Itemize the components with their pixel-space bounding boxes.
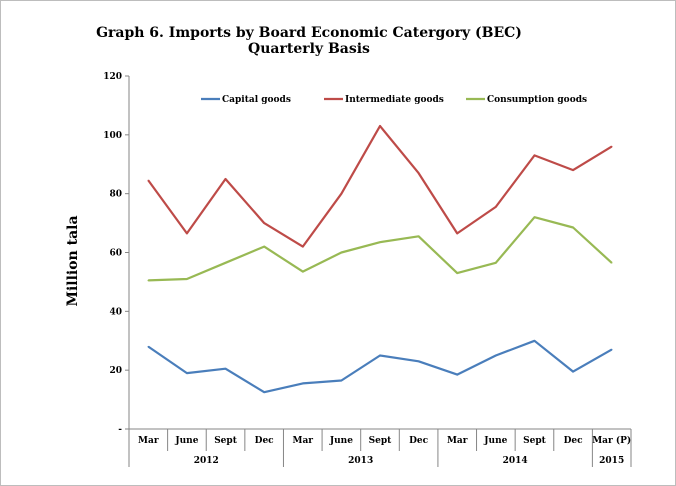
data-point [263, 222, 265, 224]
data-point [263, 245, 265, 248]
x-tick-label: Mar [138, 436, 159, 446]
y-tick-label: - [118, 425, 122, 435]
data-point [340, 192, 343, 195]
data-point [147, 345, 150, 348]
data-point [572, 370, 574, 373]
data-point [456, 272, 459, 274]
data-point [301, 382, 304, 385]
y-tick-label: 120 [103, 72, 122, 82]
data-point [572, 226, 574, 229]
data-point [610, 348, 613, 351]
y-tick-label: 40 [109, 307, 122, 317]
data-point [379, 354, 381, 357]
series-line-consumption-goods [148, 216, 613, 282]
legend-label: Consumption goods [487, 95, 587, 105]
chart-subtitle: Quarterly Basis [248, 41, 370, 57]
data-point [417, 172, 420, 174]
y-axis-label: Million tala [65, 215, 81, 306]
data-point [224, 178, 227, 180]
data-point [186, 372, 188, 374]
x-tick-label: Sept [369, 436, 393, 446]
x-tick-label: Sept [523, 436, 547, 446]
year-label: 2014 [503, 456, 528, 466]
legend-label: Intermediate goods [345, 95, 444, 105]
chart-title: Graph 6. Imports by Board Economic Cater… [96, 25, 522, 41]
data-point [417, 360, 420, 363]
legend-label: Capital goods [222, 95, 291, 105]
data-point [456, 232, 459, 235]
data-point [340, 251, 343, 254]
year-label: 2012 [194, 456, 219, 466]
data-point [533, 339, 536, 342]
x-tick-label: Dec [255, 436, 275, 446]
y-tick-label: 100 [103, 131, 122, 141]
series-line-intermediate-goods [147, 124, 613, 248]
year-label: 2013 [348, 456, 373, 466]
axes: - 20 40 60 80 100 120 Mar June Sept Dec Mar June Sept… [103, 72, 632, 467]
data-point [456, 373, 459, 376]
data-point [186, 232, 188, 235]
x-tick-label: Mar [292, 436, 313, 446]
data-point [495, 206, 497, 208]
x-tick-label: June [174, 436, 198, 446]
data-point [301, 270, 304, 273]
data-point [224, 367, 227, 370]
data-point [533, 216, 536, 218]
data-point [417, 235, 420, 238]
data-point [572, 169, 574, 171]
data-point [610, 261, 613, 264]
data-point [379, 241, 381, 244]
x-tick-label: Mar [447, 436, 468, 446]
data-point [379, 125, 381, 127]
y-tick-label: 20 [109, 366, 122, 376]
data-point [495, 261, 497, 264]
x-tick-label: June [483, 436, 507, 446]
data-point [263, 391, 265, 394]
data-point [533, 154, 536, 157]
series-layer [147, 124, 613, 394]
y-tick-label: 60 [109, 249, 122, 259]
data-point [147, 179, 150, 182]
data-point [610, 145, 613, 148]
data-point [147, 279, 150, 282]
y-tick-label: 80 [109, 190, 122, 200]
legend: Capital goods Intermediate goods Consumpti… [201, 95, 587, 105]
data-point [224, 261, 227, 264]
year-label: 2015 [599, 456, 624, 466]
x-tick-label: Dec [564, 436, 584, 446]
data-point [186, 278, 188, 280]
data-point [340, 379, 343, 382]
x-tick-label: Dec [409, 436, 429, 446]
data-point [495, 354, 497, 357]
x-tick-label: June [329, 436, 353, 446]
x-tick-label: Mar (P) [592, 435, 631, 446]
data-point [301, 245, 304, 248]
series-line-capital-goods [147, 339, 613, 394]
x-tick-label: Sept [214, 436, 238, 446]
